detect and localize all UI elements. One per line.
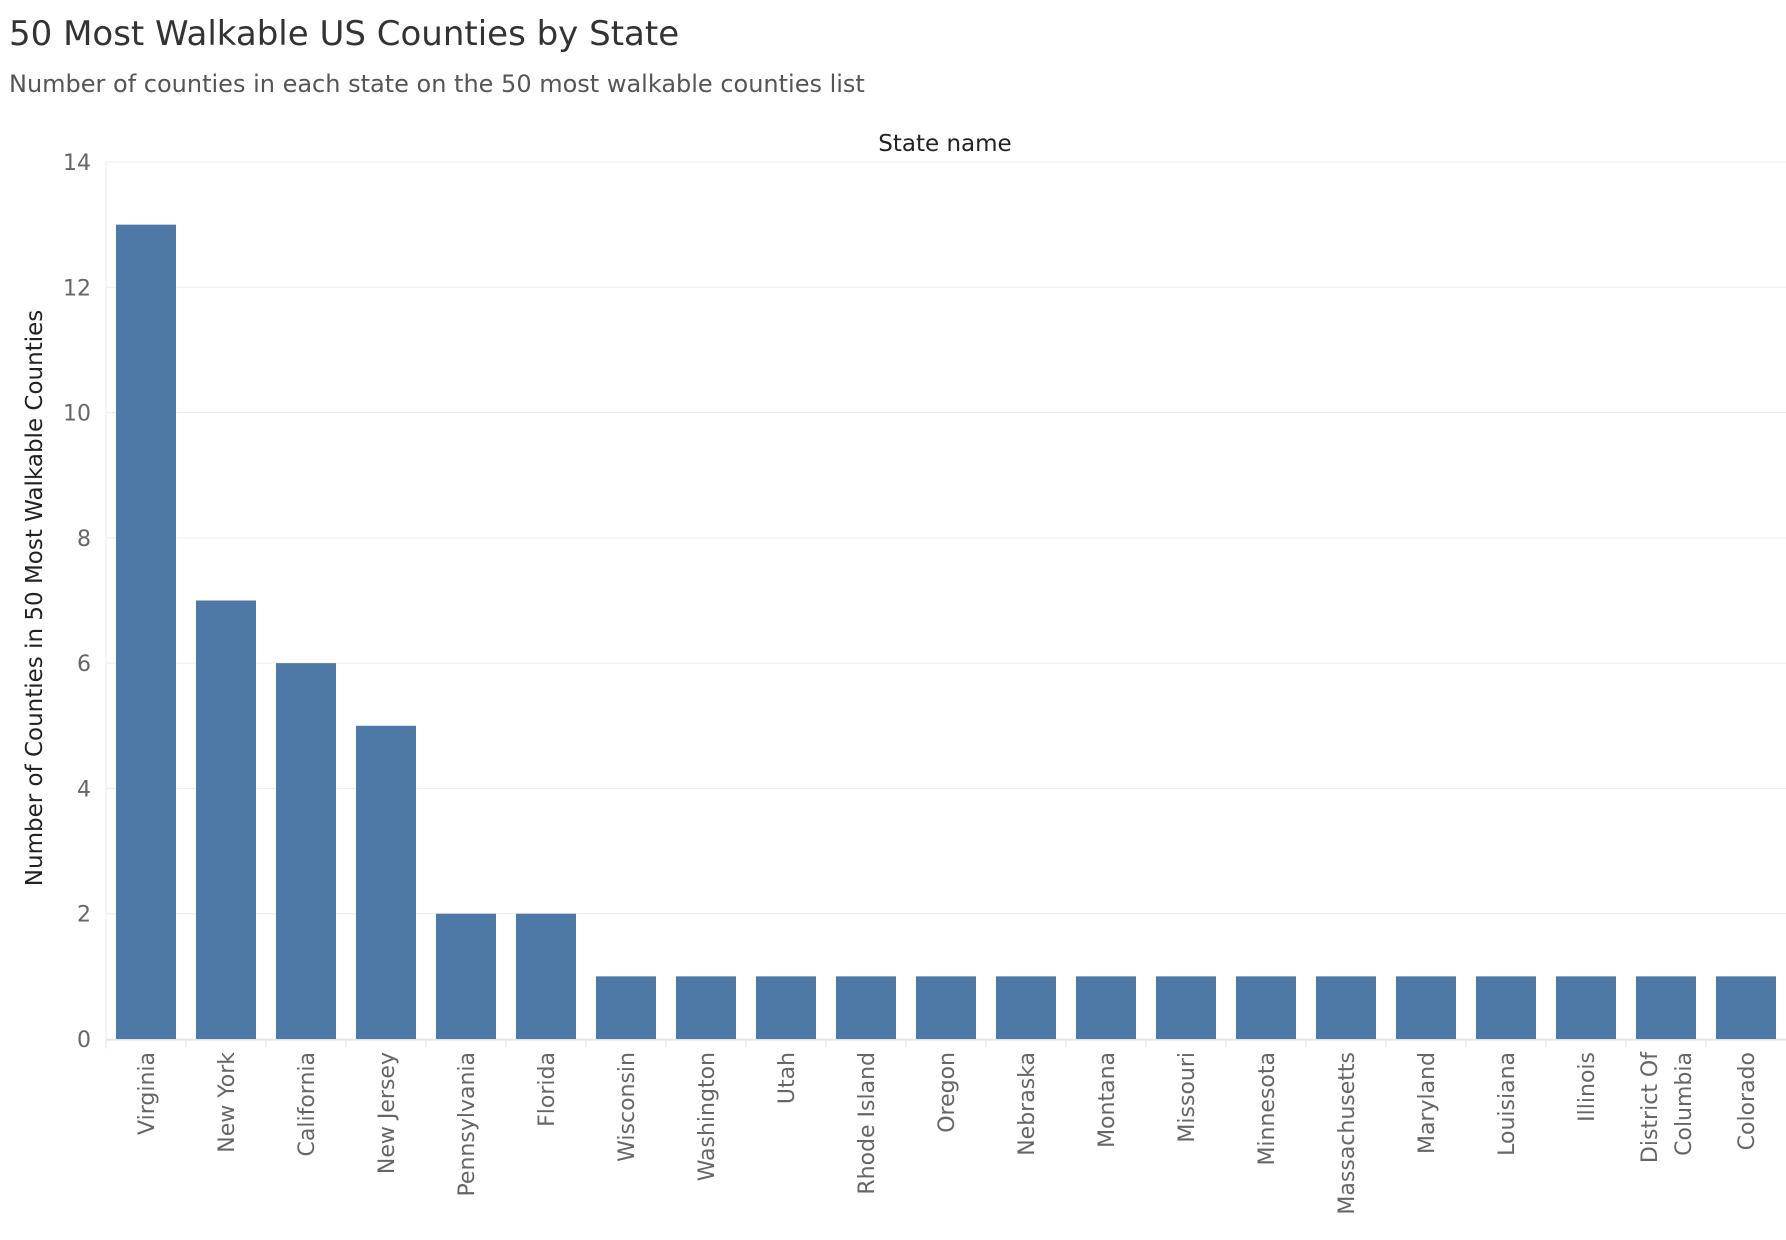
x-category-label-line: Maryland xyxy=(1415,1052,1440,1154)
x-category-label: Montana xyxy=(1095,1052,1120,1148)
x-category-label-line: District Of xyxy=(1638,1051,1663,1163)
x-category-label-line: Rhode Island xyxy=(855,1052,880,1195)
x-category-label-line: Oregon xyxy=(935,1052,960,1133)
x-category-label-line: Massachusetts xyxy=(1335,1052,1360,1215)
x-category-label: Virginia xyxy=(135,1052,160,1135)
x-category-label: Massachusetts xyxy=(1335,1052,1360,1215)
bar-oregon[interactable] xyxy=(916,976,976,1039)
x-category-label-line: Colorado xyxy=(1735,1052,1760,1150)
bar-wisconsin[interactable] xyxy=(596,976,656,1039)
x-category-label-line: Washington xyxy=(695,1052,720,1181)
x-category-label-line: New York xyxy=(215,1052,240,1153)
bar-colorado[interactable] xyxy=(1716,976,1776,1039)
y-tick-label: 8 xyxy=(77,527,91,552)
x-category-label: Colorado xyxy=(1735,1052,1760,1150)
bar-pennsylvania[interactable] xyxy=(436,913,496,1039)
x-category-label-line: Pennsylvania xyxy=(455,1052,480,1197)
y-tick-label: 14 xyxy=(63,151,91,176)
x-axis-title: State name xyxy=(878,131,1011,157)
bar-montana[interactable] xyxy=(1076,976,1136,1039)
bar-massachusetts[interactable] xyxy=(1316,976,1376,1039)
x-category-label-line: Utah xyxy=(775,1052,800,1104)
bar-california[interactable] xyxy=(276,663,336,1039)
x-category-label: New York xyxy=(215,1052,240,1153)
x-category-label-line: Florida xyxy=(535,1052,560,1127)
x-category-label: Washington xyxy=(695,1052,720,1181)
bar-new-york[interactable] xyxy=(196,600,256,1040)
x-category-label-line: Wisconsin xyxy=(615,1052,640,1162)
bar-louisiana[interactable] xyxy=(1476,976,1536,1039)
y-tick-label: 6 xyxy=(77,652,91,677)
x-category-label: Wisconsin xyxy=(615,1052,640,1162)
x-category-label: Nebraska xyxy=(1015,1052,1040,1156)
x-category-label: Illinois xyxy=(1575,1052,1600,1122)
chart-title: 50 Most Walkable US Counties by State xyxy=(9,14,680,54)
bar-new-jersey[interactable] xyxy=(356,725,416,1039)
bar-nebraska[interactable] xyxy=(996,976,1056,1039)
chart-subtitle: Number of counties in each state on the … xyxy=(9,70,865,98)
y-tick-label: 0 xyxy=(77,1028,91,1053)
bar-illinois[interactable] xyxy=(1556,976,1616,1039)
bar-missouri[interactable] xyxy=(1156,976,1216,1039)
x-category-label: Oregon xyxy=(935,1052,960,1133)
x-category-label-line: Virginia xyxy=(135,1052,160,1135)
x-axis-category-labels: Virginia New York California New Jersey Penn… xyxy=(105,1040,1760,1215)
x-category-label: Louisiana xyxy=(1495,1052,1520,1156)
gridlines xyxy=(105,161,1786,1049)
bar-florida[interactable] xyxy=(516,913,576,1039)
y-tick-label: 12 xyxy=(63,276,91,301)
x-category-label-line: Nebraska xyxy=(1015,1052,1040,1156)
x-category-label: Rhode Island xyxy=(855,1052,880,1195)
x-category-label-line: Louisiana xyxy=(1495,1052,1520,1156)
x-category-label: Missouri xyxy=(1175,1052,1200,1143)
x-category-label: Minnesota xyxy=(1255,1052,1280,1166)
bar-maryland[interactable] xyxy=(1396,976,1456,1039)
x-category-label: Maryland xyxy=(1415,1052,1440,1154)
x-category-label-line: Minnesota xyxy=(1255,1052,1280,1166)
x-category-label-line: Missouri xyxy=(1175,1052,1200,1143)
x-category-label: Pennsylvania xyxy=(455,1052,480,1197)
y-axis-title: Number of Counties in 50 Most Walkable C… xyxy=(22,310,48,886)
x-category-label-line: California xyxy=(295,1052,320,1156)
y-tick-label: 2 xyxy=(77,903,91,928)
bar-washington[interactable] xyxy=(676,976,736,1039)
y-tick-label: 4 xyxy=(77,777,91,802)
x-category-label-line: Columbia xyxy=(1672,1052,1697,1156)
y-tick-label: 10 xyxy=(63,402,91,427)
bars xyxy=(116,224,1776,1040)
x-category-label-line: Illinois xyxy=(1575,1052,1600,1122)
x-category-label: Utah xyxy=(775,1052,800,1104)
bar-rhode-island[interactable] xyxy=(836,976,896,1039)
x-category-label: District Of Columbia xyxy=(1638,1051,1697,1163)
x-category-label-line: New Jersey xyxy=(375,1052,400,1174)
x-category-label: California xyxy=(295,1052,320,1156)
x-category-label-line: Montana xyxy=(1095,1052,1120,1148)
bar-utah[interactable] xyxy=(756,976,816,1039)
bar-virginia[interactable] xyxy=(116,224,176,1040)
y-axis-ticks: 0 2 4 6 8 10 12 14 xyxy=(63,151,91,1053)
bar-minnesota[interactable] xyxy=(1236,976,1296,1039)
bar-district-of-columbia[interactable] xyxy=(1636,976,1696,1039)
x-category-label: New Jersey xyxy=(375,1052,400,1174)
x-category-label: Florida xyxy=(535,1052,560,1127)
